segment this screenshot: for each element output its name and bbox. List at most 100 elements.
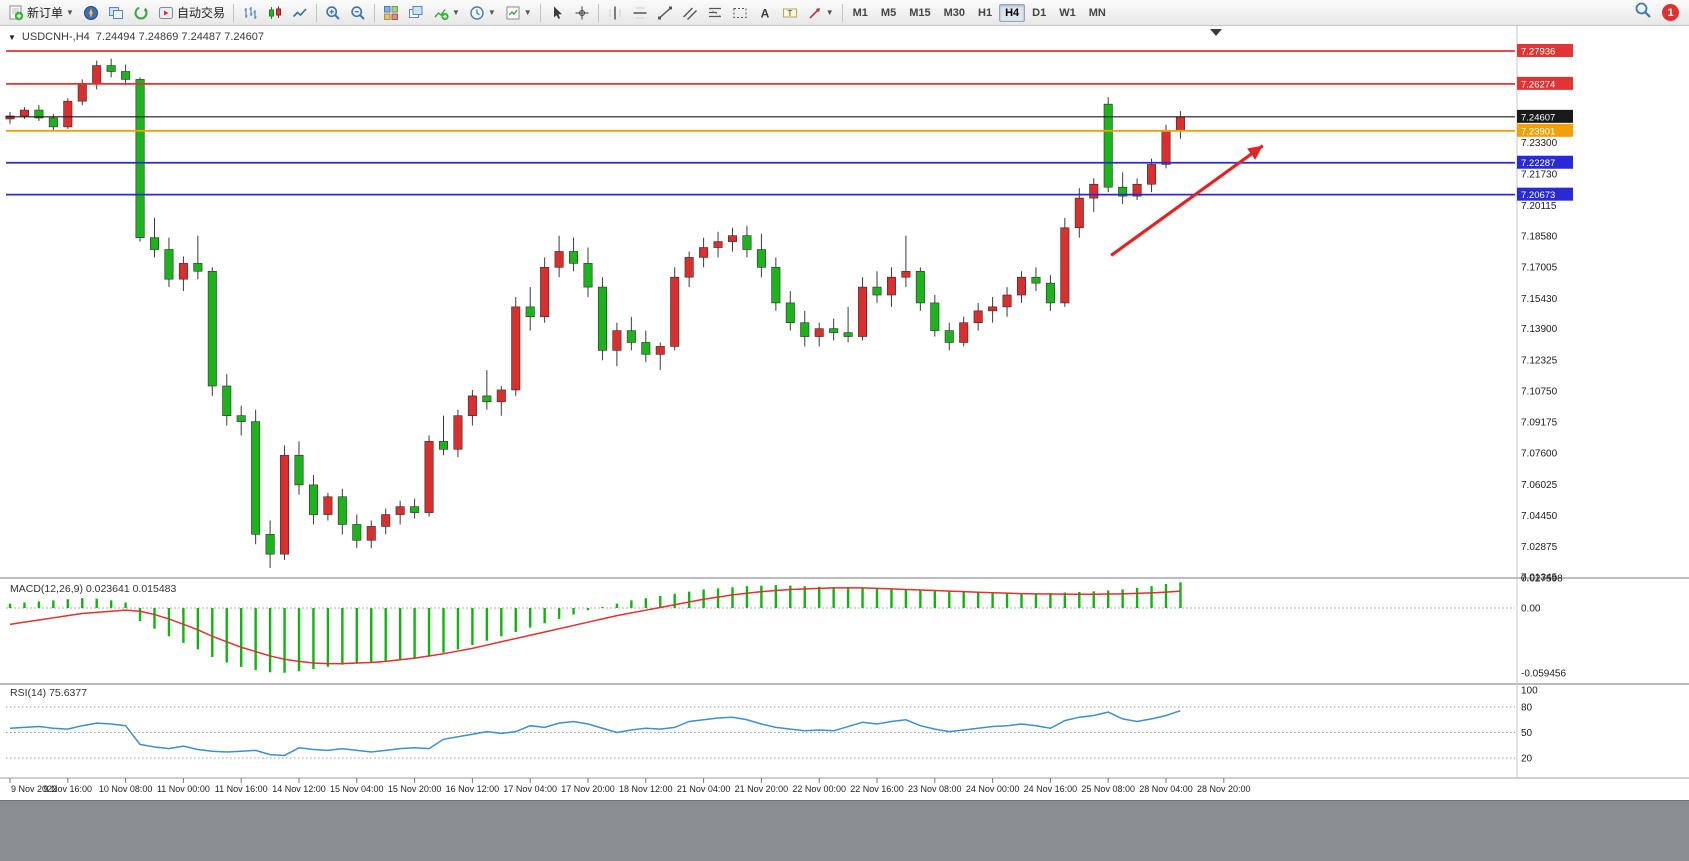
timeframe-m30-button[interactable]: M30 bbox=[943, 6, 966, 19]
candlesticks bbox=[5, 58, 1185, 568]
svg-text:7.20115: 7.20115 bbox=[1521, 201, 1557, 212]
add-indicator-button[interactable]: ▼ bbox=[429, 2, 464, 24]
svg-text:24 Nov 16:00: 24 Nov 16:00 bbox=[1024, 784, 1078, 794]
tile-windows-icon bbox=[383, 5, 399, 21]
bar-chart-icon bbox=[242, 5, 258, 21]
chevron-down-icon: ▼ bbox=[451, 7, 460, 17]
svg-text:7.04450: 7.04450 bbox=[1521, 511, 1558, 522]
vertical-line-icon bbox=[607, 5, 623, 21]
line-chart-icon bbox=[292, 5, 308, 21]
svg-text:7.09175: 7.09175 bbox=[1521, 418, 1558, 429]
svg-text:7.26274: 7.26274 bbox=[1521, 79, 1555, 90]
clock-icon bbox=[469, 5, 485, 21]
cascade-windows-icon bbox=[408, 5, 424, 21]
svg-text:0.00: 0.00 bbox=[1521, 604, 1541, 615]
arrows-tool-button[interactable]: ▼ bbox=[803, 2, 838, 24]
svg-text:16 Nov 12:00: 16 Nov 12:00 bbox=[446, 784, 500, 794]
svg-text:11 Nov 16:00: 11 Nov 16:00 bbox=[215, 784, 268, 794]
vertical-line-tool-button[interactable] bbox=[603, 2, 627, 24]
fibonacci-tool-button[interactable] bbox=[703, 2, 727, 24]
period-selector-button[interactable]: ▼ bbox=[465, 2, 500, 24]
timeframe-m15-button[interactable]: M15 bbox=[909, 6, 931, 19]
svg-text:14 Nov 12:00: 14 Nov 12:00 bbox=[272, 784, 326, 794]
svg-text:7.01345: 7.01345 bbox=[1521, 572, 1558, 583]
zoom-out-button[interactable] bbox=[346, 2, 370, 24]
chart-ohlc-values: 7.24494 7.24869 7.24487 7.24607 bbox=[95, 31, 264, 43]
refresh-button[interactable] bbox=[129, 2, 153, 24]
text-tool-button[interactable]: A bbox=[753, 2, 777, 24]
svg-text:20: 20 bbox=[1521, 754, 1533, 765]
svg-text:15 Nov 20:00: 15 Nov 20:00 bbox=[388, 784, 442, 794]
template-icon bbox=[505, 5, 521, 21]
new-order-button[interactable]: 新订单 ▼ bbox=[4, 2, 78, 24]
svg-text:7.17005: 7.17005 bbox=[1521, 263, 1558, 274]
timeframe-m1-button[interactable]: M1 bbox=[852, 6, 868, 19]
timeframe-mn-button[interactable]: MN bbox=[1088, 6, 1106, 19]
svg-text:-0.059456: -0.059456 bbox=[1521, 668, 1566, 679]
svg-text:7.06025: 7.06025 bbox=[1521, 480, 1558, 491]
horizontal-line-icon bbox=[632, 5, 648, 21]
timeframe-h1-button[interactable]: H1 bbox=[978, 6, 993, 19]
svg-text:7.22287: 7.22287 bbox=[1521, 158, 1555, 169]
autotrading-button[interactable]: 自动交易 bbox=[154, 2, 229, 24]
zoom-in-icon bbox=[325, 5, 341, 21]
text-icon: A bbox=[757, 5, 773, 21]
chevron-down-icon: ▼ bbox=[523, 7, 532, 17]
label-icon: T bbox=[782, 5, 798, 21]
svg-text:7.13900: 7.13900 bbox=[1521, 324, 1558, 335]
price-levels: 7.27936 7.26274 7.24607 7.23901 7.22287 7.206… bbox=[6, 44, 1573, 201]
toolbar-separator bbox=[597, 3, 599, 22]
notification-badge[interactable]: 1 bbox=[1662, 4, 1679, 21]
chart-menu-caret-icon[interactable]: ▼ bbox=[8, 32, 16, 42]
svg-text:17 Nov 04:00: 17 Nov 04:00 bbox=[503, 784, 557, 794]
timeframe-h4-button[interactable]: H4 bbox=[999, 3, 1026, 22]
shapes-tool-button[interactable] bbox=[728, 2, 752, 24]
timeframe-w1-button[interactable]: W1 bbox=[1059, 6, 1076, 19]
toolbar-separator bbox=[373, 3, 375, 22]
svg-text:22 Nov 16:00: 22 Nov 16:00 bbox=[850, 784, 904, 794]
svg-text:7.24607: 7.24607 bbox=[1521, 112, 1555, 123]
svg-text:17 Nov 20:00: 17 Nov 20:00 bbox=[561, 784, 615, 794]
main-toolbar: 新订单 ▼ 自动交易 bbox=[0, 0, 1689, 26]
chart-canvas[interactable]: 7.27936 7.26274 7.24607 7.23901 7.22287 7.206… bbox=[0, 26, 1689, 800]
svg-text:28 Nov 04:00: 28 Nov 04:00 bbox=[1139, 784, 1193, 794]
svg-text:A: A bbox=[760, 6, 769, 20]
horizontal-line-tool-button[interactable] bbox=[628, 2, 652, 24]
timeframe-d1-button[interactable]: D1 bbox=[1032, 6, 1047, 19]
line-chart-button[interactable] bbox=[288, 2, 312, 24]
timeframe-m5-button[interactable]: M5 bbox=[880, 6, 897, 19]
tile-windows-button[interactable] bbox=[379, 2, 403, 24]
svg-text:7.23300: 7.23300 bbox=[1521, 138, 1558, 149]
crosshair-tool-button[interactable] bbox=[570, 2, 594, 24]
macd-panel: MACD(12,26,9) 0.023641 0.015483 0.027598 0… bbox=[6, 573, 1566, 679]
search-icon[interactable] bbox=[1634, 1, 1652, 24]
svg-text:7.07600: 7.07600 bbox=[1521, 449, 1558, 460]
chevron-down-icon: ▼ bbox=[825, 7, 834, 17]
add-indicator-icon bbox=[433, 5, 449, 21]
candlestick-button[interactable] bbox=[263, 2, 287, 24]
svg-text:28 Nov 20:00: 28 Nov 20:00 bbox=[1197, 784, 1251, 794]
chevron-down-icon: ▼ bbox=[487, 7, 496, 17]
svg-text:RSI(14) 75.6377: RSI(14) 75.6377 bbox=[10, 687, 87, 699]
svg-text:7.20673: 7.20673 bbox=[1521, 190, 1555, 201]
svg-text:11 Nov 00:00: 11 Nov 00:00 bbox=[157, 784, 210, 794]
zoom-in-button[interactable] bbox=[321, 2, 345, 24]
svg-text:7.21730: 7.21730 bbox=[1521, 169, 1558, 180]
cursor-tool-button[interactable] bbox=[545, 2, 569, 24]
cascade-windows-button[interactable] bbox=[404, 2, 428, 24]
navigator-button[interactable] bbox=[79, 2, 103, 24]
channel-tool-button[interactable] bbox=[678, 2, 702, 24]
trendline-tool-button[interactable] bbox=[653, 2, 677, 24]
toolbar-separator bbox=[841, 3, 843, 22]
toolbar-separator bbox=[539, 3, 541, 22]
svg-text:7.02875: 7.02875 bbox=[1521, 542, 1558, 553]
bar-chart-button[interactable] bbox=[238, 2, 262, 24]
template-button[interactable]: ▼ bbox=[501, 2, 536, 24]
chart-window: ▼ USDCNH-,H4 7.24494 7.24869 7.24487 7.2… bbox=[0, 26, 1689, 800]
chart-windows-icon bbox=[108, 5, 124, 21]
autotrading-icon bbox=[158, 5, 174, 21]
svg-text:18 Nov 12:00: 18 Nov 12:00 bbox=[619, 784, 673, 794]
label-tool-button[interactable]: T bbox=[778, 2, 802, 24]
profiles-button[interactable] bbox=[104, 2, 128, 24]
